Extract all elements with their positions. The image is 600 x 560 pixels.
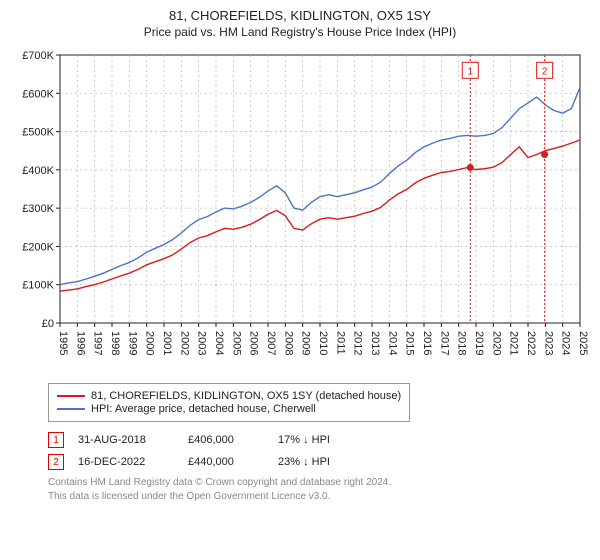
svg-text:£700K: £700K bbox=[22, 50, 54, 62]
svg-text:2002: 2002 bbox=[178, 331, 190, 355]
svg-text:2005: 2005 bbox=[230, 331, 242, 355]
svg-text:£300K: £300K bbox=[22, 203, 54, 215]
svg-text:2010: 2010 bbox=[317, 331, 329, 355]
svg-text:1997: 1997 bbox=[92, 331, 104, 355]
marker-pct: 17% ↓ HPI bbox=[278, 434, 398, 446]
footer: Contains HM Land Registry data © Crown c… bbox=[48, 476, 588, 503]
svg-text:£200K: £200K bbox=[22, 241, 54, 253]
markers-table: 1 31-AUG-2018 £406,000 17% ↓ HPI 2 16-DE… bbox=[48, 432, 588, 470]
svg-text:2013: 2013 bbox=[369, 331, 381, 355]
page-title: 81, CHOREFIELDS, KIDLINGTON, OX5 1SY bbox=[12, 8, 588, 23]
marker-date: 31-AUG-2018 bbox=[78, 434, 188, 446]
legend-swatch bbox=[57, 395, 85, 397]
chart-area: £0 £100K £200K £300K £400K £500K £600K £700K 199… bbox=[12, 47, 588, 377]
page-subtitle: Price paid vs. HM Land Registry's House … bbox=[12, 25, 588, 39]
svg-text:2012: 2012 bbox=[352, 331, 364, 355]
svg-text:1996: 1996 bbox=[74, 331, 86, 355]
footer-line: Contains HM Land Registry data © Crown c… bbox=[48, 476, 588, 490]
svg-text:2015: 2015 bbox=[404, 331, 416, 355]
svg-text:2001: 2001 bbox=[161, 331, 173, 355]
svg-text:2007: 2007 bbox=[265, 331, 277, 355]
svg-text:2018: 2018 bbox=[456, 331, 468, 355]
marker-row: 1 31-AUG-2018 £406,000 17% ↓ HPI bbox=[48, 432, 588, 448]
svg-text:£400K: £400K bbox=[22, 165, 54, 177]
marker-price: £440,000 bbox=[188, 456, 278, 468]
svg-text:2023: 2023 bbox=[542, 331, 554, 355]
svg-text:2021: 2021 bbox=[508, 331, 520, 355]
svg-text:2019: 2019 bbox=[473, 331, 485, 355]
legend-item: HPI: Average price, detached house, Cher… bbox=[57, 403, 401, 415]
svg-text:2: 2 bbox=[542, 66, 548, 77]
price-chart: £0 £100K £200K £300K £400K £500K £600K £700K 199… bbox=[12, 47, 588, 377]
svg-text:2008: 2008 bbox=[282, 331, 294, 355]
svg-text:£600K: £600K bbox=[22, 88, 54, 100]
marker-date: 16-DEC-2022 bbox=[78, 456, 188, 468]
svg-text:2000: 2000 bbox=[144, 331, 156, 355]
svg-text:£100K: £100K bbox=[22, 280, 54, 292]
legend-item: 81, CHOREFIELDS, KIDLINGTON, OX5 1SY (de… bbox=[57, 390, 401, 402]
svg-text:2024: 2024 bbox=[560, 331, 572, 355]
marker-badge: 2 bbox=[48, 454, 64, 470]
svg-text:2025: 2025 bbox=[577, 331, 588, 355]
svg-text:1995: 1995 bbox=[57, 331, 69, 355]
legend-label: 81, CHOREFIELDS, KIDLINGTON, OX5 1SY (de… bbox=[91, 390, 401, 402]
svg-text:2020: 2020 bbox=[490, 331, 502, 355]
svg-text:2004: 2004 bbox=[213, 331, 225, 355]
marker-pct: 23% ↓ HPI bbox=[278, 456, 398, 468]
footer-line: This data is licensed under the Open Gov… bbox=[48, 490, 588, 504]
svg-text:2011: 2011 bbox=[334, 331, 346, 355]
svg-text:1998: 1998 bbox=[109, 331, 121, 355]
svg-text:2022: 2022 bbox=[525, 331, 537, 355]
svg-text:2006: 2006 bbox=[248, 331, 260, 355]
svg-text:2016: 2016 bbox=[421, 331, 433, 355]
svg-text:2014: 2014 bbox=[386, 331, 398, 355]
marker-row: 2 16-DEC-2022 £440,000 23% ↓ HPI bbox=[48, 454, 588, 470]
legend-swatch bbox=[57, 408, 85, 410]
svg-text:1: 1 bbox=[467, 66, 473, 77]
svg-text:2017: 2017 bbox=[438, 331, 450, 355]
legend-label: HPI: Average price, detached house, Cher… bbox=[91, 403, 316, 415]
svg-text:2003: 2003 bbox=[196, 331, 208, 355]
marker-price: £406,000 bbox=[188, 434, 278, 446]
svg-text:£0: £0 bbox=[42, 318, 54, 330]
legend: 81, CHOREFIELDS, KIDLINGTON, OX5 1SY (de… bbox=[48, 383, 410, 422]
svg-text:£500K: £500K bbox=[22, 127, 54, 139]
svg-text:2009: 2009 bbox=[300, 331, 312, 355]
svg-text:1999: 1999 bbox=[126, 331, 138, 355]
marker-badge: 1 bbox=[48, 432, 64, 448]
